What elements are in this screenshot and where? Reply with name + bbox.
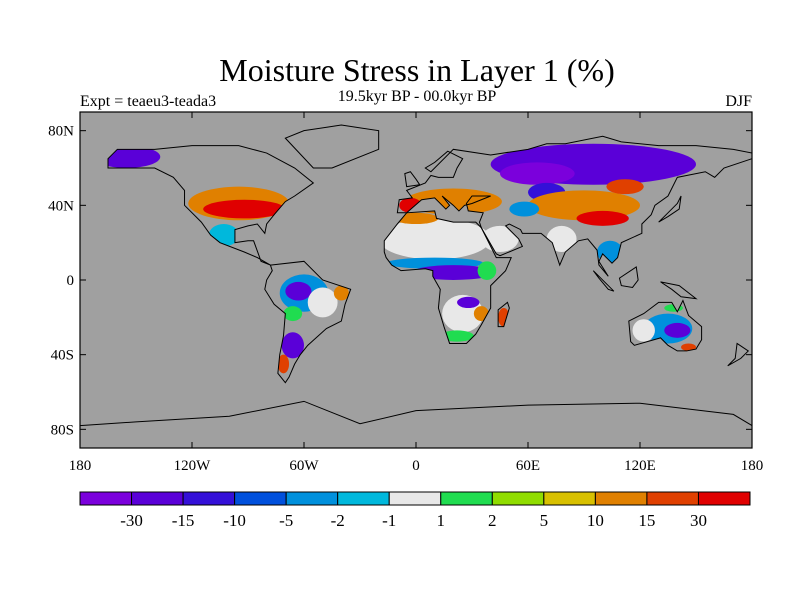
colorbar-box bbox=[646, 491, 699, 506]
anomaly-region bbox=[440, 330, 474, 342]
anomaly-region bbox=[681, 343, 696, 351]
colorbar-box bbox=[697, 491, 751, 506]
x-tick-label: 60W bbox=[289, 458, 319, 474]
colorbar-box bbox=[594, 491, 648, 506]
anomaly-region bbox=[477, 261, 497, 280]
colorbar-box bbox=[285, 491, 339, 506]
coastline-madagascar bbox=[497, 301, 510, 328]
anomaly-region bbox=[546, 225, 577, 252]
coastline-antarctica bbox=[79, 400, 753, 427]
colorbar-label: 1 bbox=[437, 511, 446, 530]
colorbar-box bbox=[182, 491, 236, 506]
anomaly-region bbox=[285, 281, 312, 301]
x-tick-label: 180 bbox=[69, 458, 92, 474]
coastline-australia bbox=[628, 299, 703, 352]
anomaly-region bbox=[281, 332, 304, 359]
anomaly-region bbox=[509, 201, 540, 217]
anomaly-layer bbox=[108, 143, 696, 374]
anomaly-region bbox=[378, 218, 491, 260]
x-tick-label: 0 bbox=[412, 458, 420, 474]
colorbar-label: 30 bbox=[690, 511, 707, 530]
coastline-africa bbox=[383, 210, 512, 344]
anomaly-region bbox=[457, 296, 480, 308]
x-tick-label: 60E bbox=[516, 458, 540, 474]
colorbar-label: -1 bbox=[382, 511, 396, 530]
coastline-japan bbox=[658, 195, 682, 223]
coastline-new-zealand bbox=[727, 342, 750, 367]
coastline-north-america bbox=[107, 145, 315, 266]
colorbar-label: 15 bbox=[638, 511, 655, 530]
colorbar-box bbox=[234, 491, 287, 506]
colorbar-box bbox=[491, 491, 545, 506]
anomaly-region bbox=[277, 354, 290, 374]
colorbar-label: 10 bbox=[587, 511, 604, 530]
coastline-borneo bbox=[618, 266, 639, 289]
colorbar-label: -2 bbox=[331, 511, 345, 530]
anomaly-region bbox=[333, 285, 349, 301]
colorbar-label: 2 bbox=[488, 511, 497, 530]
colorbar-box bbox=[543, 491, 596, 506]
colorbar-box bbox=[337, 491, 390, 506]
colorbar-label: -15 bbox=[172, 511, 195, 530]
coastline-eurasia bbox=[396, 135, 753, 277]
colorbar-label: 5 bbox=[540, 511, 549, 530]
anomaly-region bbox=[606, 179, 644, 195]
x-tick-label: 120E bbox=[624, 458, 656, 474]
y-tick-label: 80S bbox=[51, 422, 74, 438]
y-tick-label: 0 bbox=[67, 273, 75, 289]
anomaly-region bbox=[632, 319, 655, 342]
experiment-label: Expt = teaeu3-teada3 bbox=[80, 93, 217, 110]
coastline-south-america bbox=[264, 260, 352, 384]
anomaly-region bbox=[499, 162, 575, 185]
colorbar-box bbox=[131, 491, 184, 506]
coastline-britain bbox=[404, 171, 421, 188]
anomaly-region bbox=[203, 199, 286, 219]
colorbar-label: -30 bbox=[120, 511, 143, 530]
colorbar-label: -5 bbox=[279, 511, 293, 530]
plot-title: Moisture Stress in Layer 1 (%) bbox=[219, 52, 615, 88]
colorbar-box bbox=[79, 491, 133, 506]
colorbar-label: -10 bbox=[223, 511, 246, 530]
coastline-sumatra bbox=[592, 270, 615, 292]
x-tick-label: 120W bbox=[174, 458, 212, 474]
coastline-new-guinea bbox=[660, 281, 698, 300]
x-tick-label: 180 bbox=[741, 458, 764, 474]
colorbar-box bbox=[440, 491, 493, 506]
y-tick-label: 40N bbox=[48, 198, 74, 214]
anomaly-region bbox=[576, 210, 629, 226]
y-tick-label: 80N bbox=[48, 124, 74, 140]
coastline-greenland bbox=[284, 124, 380, 169]
anomaly-region bbox=[283, 306, 303, 322]
plot-subtitle: 19.5kyr BP - 00.0kyr BP bbox=[337, 88, 497, 105]
anomaly-region bbox=[307, 287, 338, 318]
y-tick-label: 40S bbox=[51, 348, 74, 364]
anomaly-region bbox=[664, 322, 691, 338]
season-label: DJF bbox=[725, 93, 752, 110]
colorbar-box bbox=[388, 491, 442, 506]
